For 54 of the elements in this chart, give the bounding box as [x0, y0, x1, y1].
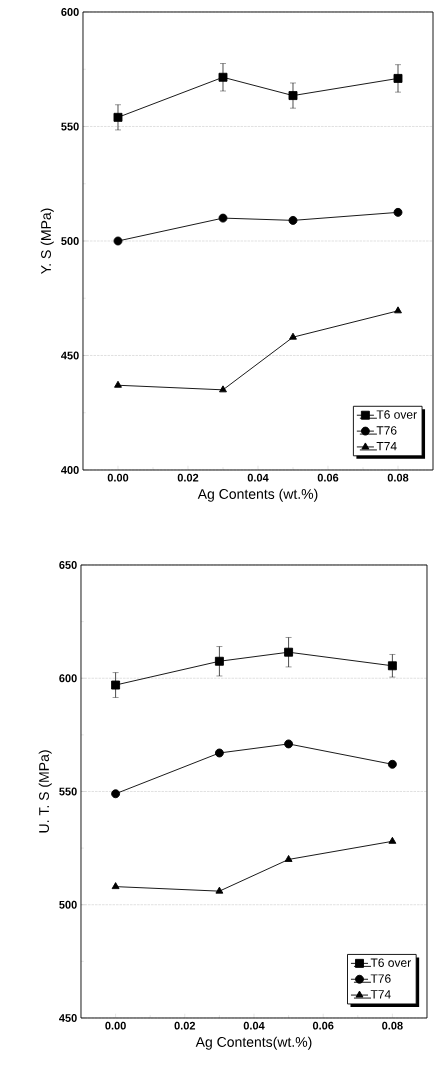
x-tick-label: 0.00 — [107, 473, 129, 482]
point — [214, 656, 224, 666]
y-tick-label: 400 — [61, 466, 79, 474]
legend-label: T6 over — [376, 410, 417, 419]
y-tick-label: 550 — [61, 122, 79, 131]
x-tick-label: 0.04 — [247, 473, 269, 482]
y-tick-label: 550 — [59, 787, 77, 796]
y-axis-title: Y. S (MPa) — [40, 208, 54, 275]
y-tick-label: 600 — [61, 8, 79, 16]
point — [214, 748, 224, 758]
point — [215, 886, 224, 894]
x-tick-label: 0.04 — [243, 1021, 265, 1030]
point — [284, 854, 293, 862]
x-axis-title: Ag Contents(wt.%) — [195, 1036, 312, 1050]
x-tick-label: 0.08 — [382, 1021, 403, 1030]
point — [288, 215, 298, 225]
point — [111, 680, 121, 690]
x-tick-label: 0.06 — [317, 473, 339, 482]
x-tick-label: 0.00 — [105, 1021, 126, 1030]
point — [284, 739, 294, 749]
point — [387, 661, 397, 671]
x-tick-label: 0.06 — [312, 1021, 334, 1030]
point — [218, 213, 228, 223]
point — [288, 91, 298, 101]
y-tick-label: 650 — [59, 561, 77, 569]
x-tick-label: 0.02 — [177, 473, 199, 482]
x-axis-title: Ag Contents (wt.%) — [197, 488, 318, 502]
legend-label: T76 — [376, 426, 397, 435]
legend-label: T6 over — [370, 958, 411, 967]
point — [394, 306, 402, 314]
y-tick-label: 450 — [61, 351, 79, 360]
point — [387, 759, 397, 769]
legend-label: T74 — [370, 990, 391, 999]
point — [114, 380, 122, 388]
legend-label: T74 — [376, 442, 397, 451]
point — [284, 647, 294, 657]
y-tick-label: 500 — [61, 237, 79, 245]
point — [393, 73, 403, 83]
point — [393, 207, 403, 217]
y-tick-label: 600 — [59, 674, 77, 683]
point — [113, 236, 123, 246]
point — [111, 789, 121, 799]
point — [388, 836, 397, 844]
point — [218, 72, 228, 82]
legend-label: T76 — [370, 974, 391, 983]
x-tick-label: 0.02 — [174, 1021, 196, 1030]
point — [111, 882, 120, 890]
y-tick-label: 450 — [59, 1014, 77, 1022]
y-tick-label: 500 — [59, 900, 77, 909]
y-axis-title: U. T. S (MPa) — [38, 750, 52, 833]
point — [289, 332, 297, 340]
point — [219, 385, 227, 393]
point — [113, 112, 123, 122]
x-tick-label: 0.08 — [387, 473, 409, 482]
